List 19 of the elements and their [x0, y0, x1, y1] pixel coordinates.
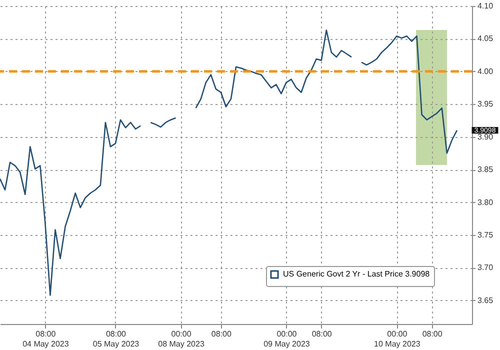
x-tick-label: 00:00 09 May 2023	[264, 330, 310, 348]
y-tick-label: 3.65	[478, 296, 494, 305]
y-tick-label: 3.85	[478, 165, 494, 174]
x-tick-label: 08:00	[422, 330, 443, 338]
y-tick-label: 4.00	[478, 66, 494, 76]
y-tick-label: 4.10	[478, 2, 494, 10]
x-tick-label: 08:00	[211, 330, 232, 338]
y-tick-label: 3.90	[478, 132, 494, 142]
x-tick-label: 00:00 08 May 2023	[158, 330, 205, 348]
x-tick-label: 00:00 10 May 2023	[374, 330, 421, 348]
y-tick-label: 3.70	[478, 263, 494, 272]
x-tick-label: 08:00 04 May 2023	[22, 330, 70, 348]
x-tick-label: 08:00 05 May 2023	[92, 330, 140, 348]
y-tick-label: 3.95	[478, 100, 494, 109]
y-tick-label: 4.05	[478, 34, 494, 44]
y-tick-label: 3.75	[478, 230, 494, 240]
y-tick-label: 3.80	[478, 198, 494, 207]
legend-label: US Generic Govt 2 Yr - Last Price 3.9098	[283, 270, 430, 278]
x-tick-label: 08:00	[312, 330, 332, 338]
